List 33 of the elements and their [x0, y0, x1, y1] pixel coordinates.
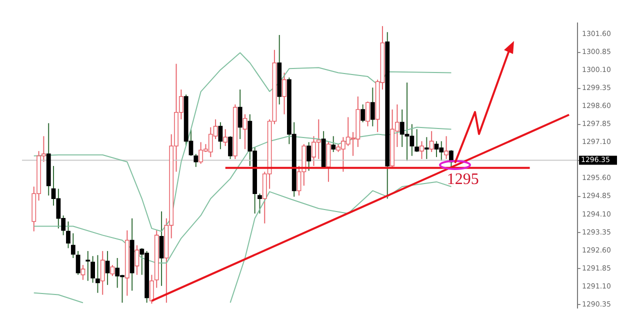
candlestick [105, 250, 110, 286]
candlestick [218, 122, 223, 150]
candlestick [228, 136, 232, 160]
annotation: 1295 [446, 170, 479, 188]
candlestick [420, 140, 424, 160]
candlestick [444, 136, 449, 160]
candlestick [242, 114, 248, 150]
candlestick [238, 89, 242, 140]
candlestick [282, 72, 286, 115]
candlestick [80, 264, 86, 280]
candlestick [70, 232, 76, 259]
candlestick [134, 244, 140, 276]
candlestick [150, 274, 154, 304]
candlestick [96, 254, 100, 294]
candlestick [306, 142, 312, 172]
candlestick [258, 193, 262, 214]
candlestick [223, 128, 228, 147]
candlestick [86, 250, 90, 282]
candlestick [414, 128, 420, 153]
candlestick [159, 210, 164, 286]
candlestick [331, 136, 336, 153]
candlestick [429, 130, 434, 153]
candlestick [366, 101, 370, 127]
candlestick [360, 104, 366, 123]
candlestick [110, 264, 115, 277]
candlestick [194, 153, 198, 168]
candlestick [370, 87, 375, 127]
candlestick [100, 250, 105, 296]
candlestick [76, 250, 80, 276]
candlestick [66, 220, 70, 249]
candlestick [326, 140, 331, 182]
candlestick [424, 136, 429, 160]
candlestick [90, 256, 95, 284]
